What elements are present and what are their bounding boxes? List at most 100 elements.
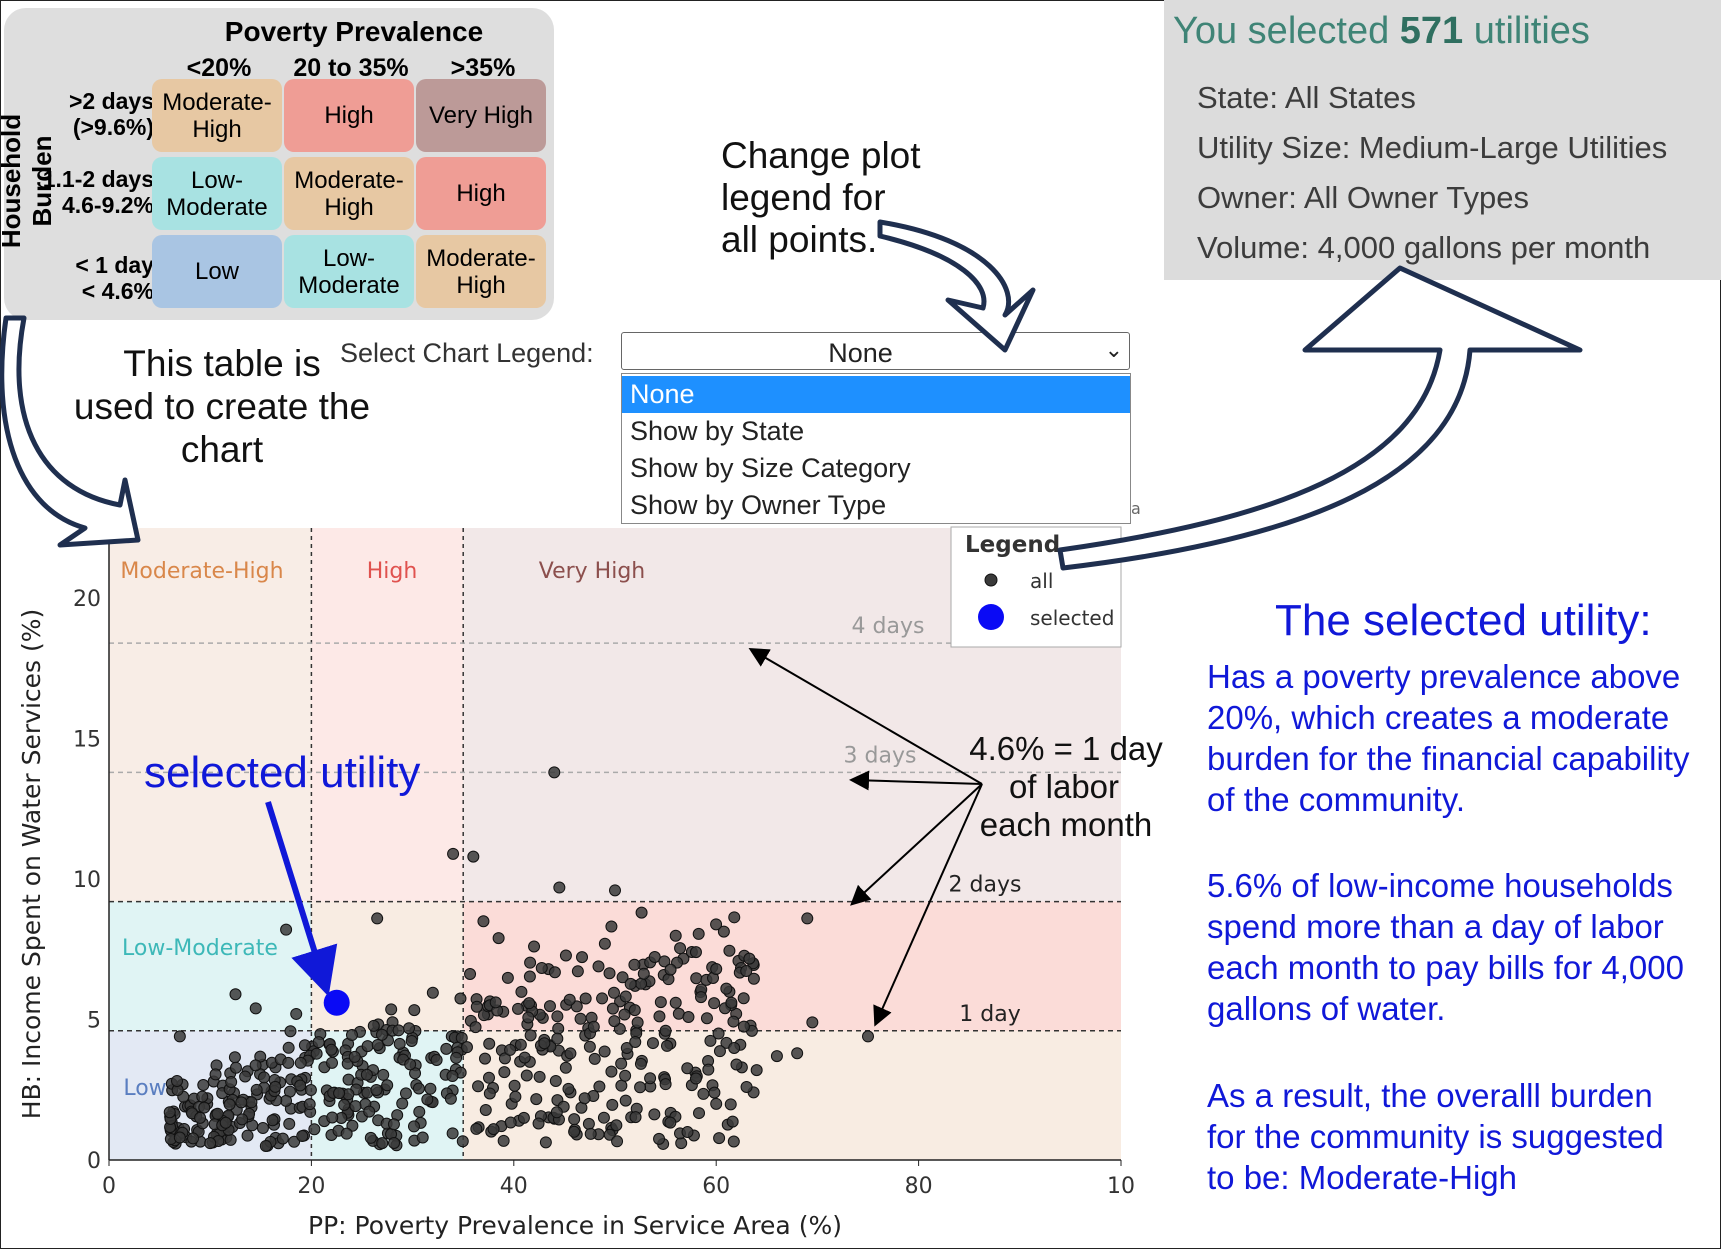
data-point [528, 940, 541, 953]
data-point [644, 1072, 657, 1085]
data-point [532, 1117, 545, 1130]
data-point [349, 1100, 362, 1113]
data-point [682, 1010, 695, 1023]
data-point [363, 1105, 376, 1118]
data-point [710, 918, 723, 931]
matrix-col-mid: 20 to 35% [293, 54, 409, 82]
data-point [298, 1039, 311, 1052]
data-point [661, 1039, 674, 1052]
data-point [266, 1114, 279, 1127]
data-point [241, 1129, 254, 1142]
option-state[interactable]: Show by State [630, 416, 805, 446]
data-point [605, 920, 618, 933]
data-point [619, 990, 632, 1003]
paragraph-2: 5.6% of low-income households spend more … [1207, 867, 1684, 1027]
data-point [412, 1082, 425, 1095]
data-point [549, 1074, 562, 1087]
data-point [371, 912, 384, 925]
option-none[interactable]: None [622, 376, 1130, 413]
option-owner[interactable]: Show by Owner Type [630, 490, 887, 520]
data-point [483, 1087, 496, 1100]
data-point [333, 1087, 346, 1100]
data-point [723, 944, 736, 957]
data-point [470, 1000, 483, 1013]
data-point [791, 1047, 804, 1060]
blue-arrow [265, 801, 338, 997]
data-point [446, 1127, 459, 1140]
data-point [367, 1019, 380, 1032]
data-point [450, 1051, 463, 1064]
selection-head: You selected 571 utilities [1173, 10, 1590, 52]
data-point [648, 1108, 661, 1121]
data-point [710, 1097, 723, 1110]
data-point [712, 1027, 725, 1040]
data-point [424, 1082, 437, 1095]
day-label: 4 days [852, 614, 925, 639]
data-point [171, 1074, 184, 1087]
data-point [681, 1126, 694, 1139]
data-point [338, 1098, 351, 1111]
data-point [713, 1045, 726, 1058]
data-point [605, 1065, 618, 1078]
data-point [579, 992, 592, 1005]
data-point [211, 1107, 224, 1120]
data-point [750, 1064, 763, 1077]
data-point [361, 1040, 374, 1053]
data-point [697, 1087, 710, 1100]
data-point [523, 997, 536, 1010]
data-point [648, 950, 661, 963]
data-point [583, 1040, 596, 1053]
data-point [477, 915, 490, 928]
x-tick-label: 40 [500, 1174, 528, 1199]
data-point [658, 955, 671, 968]
data-point [708, 997, 721, 1010]
matrix-col-low: <20% [186, 54, 252, 82]
data-point [508, 1079, 521, 1092]
data-point [522, 1011, 535, 1024]
data-point [539, 1136, 552, 1149]
data-point [728, 911, 741, 924]
data-point [364, 1131, 377, 1144]
data-point [187, 1132, 200, 1145]
data-point [426, 986, 439, 999]
data-point [472, 1080, 485, 1093]
data-point [548, 966, 561, 979]
option-size[interactable]: Show by Size Category [630, 453, 911, 483]
y-tick-label: 20 [73, 587, 101, 612]
data-point [607, 986, 620, 999]
data-point [469, 1021, 482, 1034]
data-point [381, 1079, 394, 1092]
y-axis-label: HB: Income Spent on Water Services (%) [17, 609, 46, 1120]
data-point [535, 961, 548, 974]
data-point [280, 923, 293, 936]
y-tick-label: 0 [87, 1149, 101, 1174]
matrix-col-high: >35% [450, 54, 516, 82]
x-tick-label: 60 [702, 1174, 730, 1199]
data-point [512, 1002, 525, 1015]
data-point [489, 996, 502, 1009]
data-point [563, 993, 576, 1006]
matrix-cell: Low- Moderate [152, 157, 282, 230]
paragraph-1: Has a poverty prevalence above 20%, which… [1207, 658, 1690, 818]
data-point [635, 906, 648, 919]
matrix-row-label: < 1 day < 4.6% [75, 252, 154, 304]
data-point [564, 1047, 577, 1060]
data-point [730, 1058, 743, 1071]
selection-summary: You selected 571 utilities State: All St… [1164, 0, 1721, 280]
data-point [582, 1117, 595, 1130]
data-point [578, 1092, 591, 1105]
data-point [598, 937, 611, 950]
data-point [229, 1061, 242, 1074]
data-point [249, 1059, 262, 1072]
data-point [551, 1010, 564, 1023]
data-point [708, 1086, 721, 1099]
data-point [737, 1020, 750, 1033]
data-point [249, 1002, 262, 1015]
legend-all-swatch [984, 573, 998, 587]
y-tick-label: 5 [87, 1009, 101, 1034]
data-point [290, 1007, 303, 1020]
burden-region [463, 901, 1121, 1031]
chart-legend-select[interactable]: None ⌄ [621, 332, 1130, 370]
data-point [326, 1111, 339, 1124]
